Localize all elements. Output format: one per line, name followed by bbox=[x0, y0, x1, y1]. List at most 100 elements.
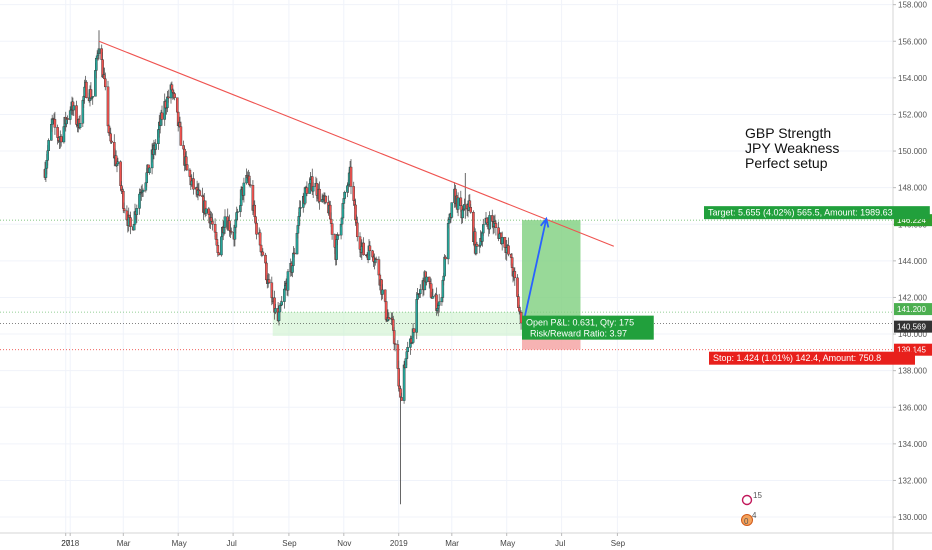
risk-reward-label: Risk/Reward Ratio: 3.97 bbox=[530, 329, 627, 339]
candle-body bbox=[374, 258, 378, 260]
candle-body bbox=[255, 222, 258, 235]
candle-body bbox=[236, 211, 239, 213]
time-tick-label: Sep bbox=[611, 539, 626, 548]
time-tick-label: May bbox=[500, 539, 515, 548]
candle-body bbox=[311, 186, 315, 192]
price-axis[interactable]: 130.000 132.000 134.000 136.000 138.000 140.0… bbox=[893, 1, 927, 522]
candle-body bbox=[475, 243, 479, 247]
candle-body bbox=[377, 259, 381, 276]
candle-body bbox=[469, 207, 473, 213]
time-tick-label: 2019 bbox=[390, 539, 408, 548]
candle-body bbox=[362, 242, 365, 256]
candle-body bbox=[293, 252, 296, 255]
candle-body bbox=[160, 112, 164, 120]
candle-body bbox=[318, 188, 321, 202]
candle-body bbox=[59, 136, 63, 143]
price-tick-label: 136.000 bbox=[898, 403, 927, 412]
candle-body bbox=[352, 186, 356, 201]
price-tick-label: 132.000 bbox=[898, 476, 927, 485]
candle-body bbox=[56, 127, 59, 138]
price-badge-label: 141.200 bbox=[897, 305, 926, 314]
stop-label-box bbox=[709, 351, 915, 365]
candle-body bbox=[305, 187, 309, 194]
candle-body bbox=[192, 178, 195, 190]
price-tick-label: 154.000 bbox=[898, 74, 927, 83]
price-badge-label: 139.145 bbox=[897, 346, 926, 355]
candle-body bbox=[175, 97, 179, 113]
candle-body bbox=[286, 271, 290, 291]
candle-body bbox=[122, 208, 126, 212]
price-tick-label: 140.000 bbox=[898, 330, 927, 339]
candle-body bbox=[216, 245, 220, 253]
price-tick-label: 158.000 bbox=[898, 1, 927, 10]
price-tick-label: 134.000 bbox=[898, 440, 927, 449]
candle-body bbox=[431, 296, 435, 299]
event-icon bbox=[741, 514, 753, 526]
price-badge bbox=[894, 303, 932, 316]
candle-body bbox=[507, 245, 510, 255]
candle-body bbox=[53, 119, 57, 128]
projection-arrow[interactable] bbox=[522, 218, 548, 322]
target-zone[interactable] bbox=[522, 220, 581, 324]
price-badge bbox=[894, 320, 932, 333]
candle-body bbox=[261, 251, 265, 256]
stop-label: Stop: 1.424 (1.01%) 142.4, Amount: 750.8 bbox=[713, 353, 881, 363]
candle-body bbox=[248, 184, 252, 186]
candle-body bbox=[220, 236, 223, 256]
open-pnl-label: Open P&L: 0.631, Qty: 175 bbox=[526, 318, 634, 328]
trendline[interactable] bbox=[98, 40, 615, 247]
zones bbox=[0, 219, 893, 351]
candle-body bbox=[349, 166, 353, 187]
candle-body bbox=[412, 328, 416, 333]
candle-body bbox=[402, 364, 406, 401]
candle-body bbox=[91, 96, 94, 98]
candle-body bbox=[446, 223, 450, 260]
candle-body bbox=[299, 207, 302, 209]
candle-body bbox=[393, 343, 397, 345]
candle-body bbox=[444, 256, 447, 260]
candle-body bbox=[337, 234, 340, 236]
time-tick-label: Nov bbox=[337, 539, 351, 548]
candle-body bbox=[229, 231, 233, 233]
candle-body bbox=[280, 301, 284, 306]
candle-body bbox=[291, 265, 294, 273]
candle-body bbox=[406, 347, 410, 352]
price-badge-label: 146.224 bbox=[897, 216, 926, 225]
price-badge-label: 140.569 bbox=[897, 323, 926, 332]
candle-body bbox=[185, 164, 189, 171]
candle-body bbox=[274, 308, 277, 313]
candle-body bbox=[253, 204, 257, 217]
candle-body bbox=[443, 256, 446, 277]
candle-body bbox=[415, 299, 419, 333]
candle-body bbox=[283, 288, 286, 302]
candle-body bbox=[166, 96, 170, 99]
candle-body bbox=[330, 223, 334, 235]
event-icon bbox=[741, 494, 753, 506]
candle-body bbox=[204, 208, 208, 214]
candle-body bbox=[66, 118, 69, 120]
candle-body bbox=[242, 182, 246, 196]
candle-body bbox=[482, 224, 485, 234]
candle-body bbox=[207, 208, 211, 215]
price-tick-label: 156.000 bbox=[898, 37, 927, 46]
event-count-label: 15 bbox=[753, 491, 762, 500]
candle-body bbox=[173, 93, 176, 98]
time-tick-label: 27 bbox=[61, 539, 70, 548]
candle-body bbox=[324, 195, 328, 203]
arrow-head bbox=[540, 216, 550, 228]
candle-body bbox=[179, 126, 183, 146]
candle-body bbox=[103, 78, 107, 88]
plot-background bbox=[0, 0, 893, 533]
candle-body bbox=[141, 190, 145, 193]
time-tick-label: Mar bbox=[117, 539, 131, 548]
candle-body bbox=[513, 271, 517, 279]
price-tick-label: 138.000 bbox=[898, 367, 927, 376]
candle-body bbox=[519, 312, 523, 324]
candle-body bbox=[154, 143, 158, 150]
candle-body bbox=[223, 216, 227, 228]
candle-body bbox=[106, 86, 110, 127]
